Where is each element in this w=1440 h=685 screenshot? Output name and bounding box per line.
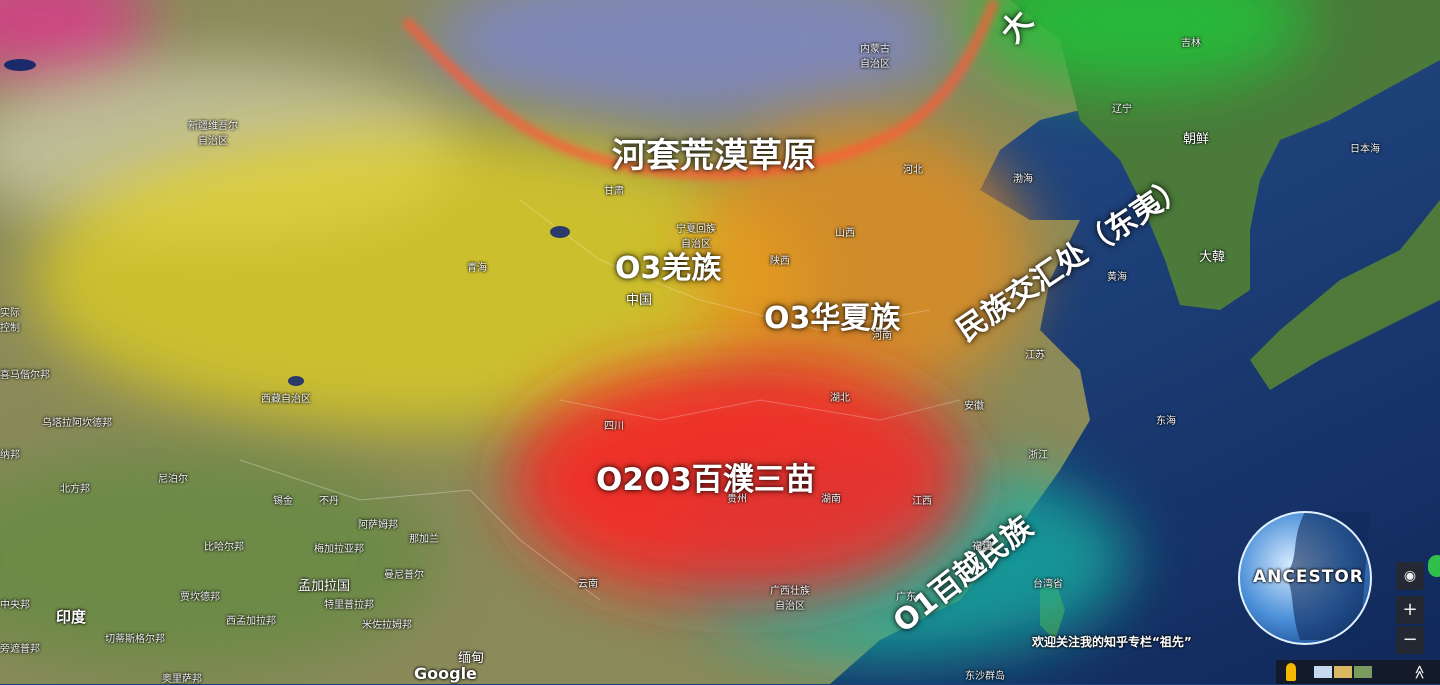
place-fujian: 福建 — [972, 541, 992, 552]
place-mengjiala: 孟加拉国 — [298, 579, 351, 594]
place-taiwan: 台湾省 — [1033, 579, 1063, 590]
place-aolisa: 奥里萨邦 — [162, 674, 202, 685]
place-najialan: 那加兰 — [409, 534, 439, 545]
province-border — [519, 199, 931, 331]
place-liaoning: 辽宁 — [1112, 104, 1132, 115]
place-shanxi: 山西 — [835, 228, 855, 239]
place-jiangsu: 江苏 — [1025, 350, 1045, 361]
place-huanghai: 黄海 — [1107, 272, 1127, 283]
place-anhui: 安徽 — [964, 401, 984, 412]
place-indu: 印度 — [56, 608, 87, 626]
lake — [4, 59, 36, 71]
place-beifang: 北方邦 — [60, 484, 90, 495]
steppe-arc — [401, 0, 1000, 179]
region-magenta — [0, 0, 150, 80]
place-bohai: 渤海 — [1013, 174, 1033, 185]
place-nana: 纳邦 — [0, 450, 20, 461]
google-logo: Google — [414, 664, 477, 683]
place-guangdong: 广东 — [896, 592, 916, 603]
place-xmengjiala: 西孟加拉邦 — [226, 616, 276, 627]
place-ningxia: 宁夏回族 自治区 — [676, 224, 716, 250]
zoom-in-button[interactable]: + — [1396, 596, 1424, 624]
place-telipu: 特里普拉邦 — [324, 600, 374, 611]
place-chaoxian: 朝鲜 — [1183, 132, 1210, 147]
region-red — [510, 360, 970, 600]
bottom-control-bar: ≫ — [1276, 660, 1440, 684]
region-green-north — [970, 0, 1310, 90]
layer-thumb-map[interactable] — [1314, 666, 1332, 678]
place-qietisi: 切蒂斯格尔邦 — [105, 634, 165, 645]
region-orange — [690, 120, 1030, 400]
place-donghai: 东海 — [1156, 416, 1176, 427]
region-green-southwest — [0, 450, 440, 670]
place-mizuola: 米佐拉姆邦 — [362, 620, 412, 631]
land-japan — [1250, 200, 1440, 390]
place-hubei: 湖北 — [830, 393, 850, 404]
region-yellow — [30, 130, 810, 430]
place-budan: 不丹 — [319, 496, 339, 507]
place-bihaer: 比哈尔邦 — [204, 542, 244, 553]
place-miandian: 缅甸 — [458, 651, 485, 666]
place-xidang: 喜马偕尔邦 — [0, 370, 50, 381]
place-xijin: 锡金 — [273, 496, 293, 507]
layer-thumb-terrain[interactable] — [1334, 666, 1352, 678]
place-ribenhai: 日本海 — [1350, 144, 1380, 155]
label-qiang: O3羌族 — [615, 251, 722, 286]
label-baipu: O2O3百濮三苗 — [596, 462, 816, 498]
layer-thumb-satellite[interactable] — [1354, 666, 1372, 678]
place-shaanxi: 陕西 — [770, 256, 790, 267]
place-xizang: 西藏自治区 — [261, 394, 311, 405]
province-border — [239, 459, 601, 601]
place-manibuer: 曼尼普尔 — [384, 570, 424, 581]
place-gansu: 甘肃 — [604, 186, 624, 197]
pegman-icon[interactable] — [1286, 663, 1296, 681]
place-hebei: 河北 — [903, 165, 923, 176]
label-steppe: 河套荒漠草原 — [612, 136, 816, 176]
place-qinghai: 青海 — [467, 263, 487, 274]
label-huaxia: O3华夏族 — [764, 301, 901, 336]
place-sichuan: 四川 — [604, 421, 624, 432]
ancestor-logo-profile — [1285, 512, 1370, 640]
place-dongsha: 东沙群岛 — [965, 671, 1005, 682]
place-jilin: 吉林 — [1181, 38, 1201, 49]
place-asamu: 阿萨姆邦 — [358, 520, 398, 531]
place-shiji: 实际 控制 — [0, 308, 20, 334]
place-xinjiang: 新疆维吾尔 自治区 — [188, 121, 238, 147]
place-guizhou: 贵州 — [727, 494, 747, 505]
region-blue-north — [430, 0, 950, 120]
place-meijiala: 梅加拉亚邦 — [314, 544, 364, 555]
place-zhongyang: 中央邦 — [0, 600, 30, 611]
place-henan: 河南 — [872, 331, 892, 342]
lake — [550, 226, 570, 238]
place-yunnan: 云南 — [578, 579, 598, 590]
place-jiapubang: 旁遮普邦 — [0, 644, 40, 655]
place-guangxi: 广西壮族 自治区 — [770, 586, 810, 612]
expand-button[interactable]: ≫ — [1412, 664, 1428, 680]
place-zhejiang: 浙江 — [1028, 450, 1048, 461]
place-jiakanze: 贾坎德邦 — [180, 592, 220, 603]
earth-toggle-icon[interactable] — [1428, 555, 1440, 577]
ancestor-logo-text: ANCESTOR — [1253, 567, 1364, 587]
watermark-text: 欢迎关注我的知乎专栏“祖先” — [1032, 635, 1192, 649]
place-wutazhe: 乌塔拉阿坎德邦 — [42, 418, 112, 429]
place-hunan: 湖南 — [821, 494, 841, 505]
place-hanguo: 大韓 — [1199, 250, 1226, 265]
place-zhongguo: 中国 — [626, 293, 653, 308]
ancestor-logo-ring — [1238, 511, 1372, 645]
place-neimenggu: 内蒙古 自治区 — [860, 44, 890, 70]
zoom-out-button[interactable]: − — [1396, 626, 1424, 654]
place-jiangxi: 江西 — [912, 496, 932, 507]
compass-icon: ◉ — [1403, 568, 1417, 584]
compass-control[interactable]: ◉ — [1396, 562, 1424, 590]
lake — [288, 376, 304, 386]
province-border — [559, 399, 961, 421]
place-niboer: 尼泊尔 — [158, 474, 188, 485]
